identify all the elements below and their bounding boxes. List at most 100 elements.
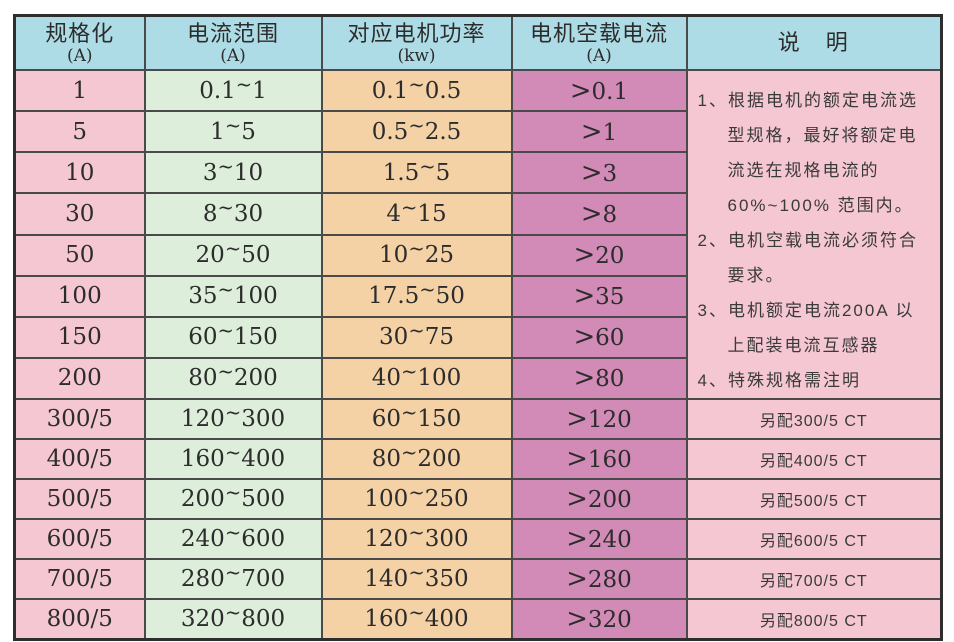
table-row: 600/5 240~600 120~300 >240 另配600/5 CT — [13, 518, 943, 560]
header-row: 规格化 (A) 电流范围 (A) 对应电机功率 (kw) 电机空载电流 (A) … — [13, 14, 943, 71]
header-notes-title: 说 明 — [777, 30, 850, 55]
table-row: 800/5 320~800 160~400 >320 另配800/5 CT — [13, 598, 943, 641]
greater-than-sign: > — [580, 116, 603, 147]
motor-power-cell: 30~75 — [320, 315, 513, 359]
current-range-cell: 35~100 — [143, 274, 323, 318]
no-load-current-cell: >60 — [510, 315, 688, 359]
table-row: 400/5 160~400 80~200 >160 另配400/5 CT — [13, 438, 943, 480]
motor-power-cell: 160~400 — [320, 598, 513, 641]
ct-note-cell: 另配600/5 CT — [685, 518, 943, 560]
table-row: 200 80~200 40~100 >80 — [13, 356, 942, 401]
spec-cell: 5 — [13, 110, 146, 154]
spec-cell: 800/5 — [13, 598, 146, 641]
spec-cell: 700/5 — [13, 558, 146, 600]
spec-cell: 30 — [13, 192, 146, 236]
motor-power-cell: 0.1~0.5 — [320, 68, 513, 113]
tilde: ~ — [224, 237, 242, 261]
spec-cell: 500/5 — [13, 478, 146, 520]
no-load-current-cell: >200 — [510, 478, 688, 520]
tilde: ~ — [217, 154, 234, 178]
spec-cell: 400/5 — [13, 438, 146, 480]
note-item: 2、电机空载电流必须符合要求。 — [697, 231, 918, 285]
note-item: 1、根据电机的额定电流选型规格，最好将额定电流选在规格电流的60%~100% 范… — [697, 91, 918, 215]
table-row: 10 3~10 1.5~5 >3 — [13, 151, 942, 195]
header-motor-power-unit: (kw) — [397, 45, 436, 66]
header-no-load-current-title: 电机空载电流 — [529, 20, 668, 46]
greater-than-sign: > — [566, 484, 588, 514]
header-spec-unit: (A) — [66, 45, 93, 66]
tilde: ~ — [224, 113, 242, 137]
no-load-current-cell: >320 — [510, 598, 688, 641]
ct-note-cell: 另配700/5 CT — [685, 558, 943, 600]
tilde: ~ — [224, 401, 242, 424]
ct-note-cell: 另配400/5 CT — [685, 438, 943, 480]
no-load-current-cell: >80 — [510, 356, 688, 401]
motor-power-cell: 60~150 — [320, 398, 513, 440]
spec-cell: 150 — [13, 315, 146, 359]
tilde: ~ — [224, 601, 242, 624]
current-range-cell: 20~50 — [143, 233, 323, 277]
header-current-range-title: 电流范围 — [186, 20, 279, 46]
notes-cell: 1、根据电机的额定电流选型规格，最好将额定电流选在规格电流的60%~100% 范… — [685, 69, 943, 400]
motor-power-cell: 80~200 — [320, 438, 513, 480]
greater-than-sign: > — [573, 281, 596, 312]
header-spec-title: 规格化 — [45, 20, 115, 46]
ct-note-cell: 另配300/5 CT — [685, 398, 943, 440]
no-load-current-cell: >280 — [510, 558, 688, 600]
spec-cell: 300/5 — [13, 398, 146, 440]
header-motor-power: 对应电机功率 (kw) — [320, 14, 513, 71]
motor-power-cell: 0.5~2.5 — [320, 110, 513, 154]
greater-than-sign: > — [566, 604, 588, 634]
motor-power-cell: 140~350 — [320, 558, 513, 600]
no-load-current-cell: >3 — [510, 151, 688, 195]
tilde: ~ — [401, 401, 418, 424]
current-range-cell: 160~400 — [143, 438, 323, 480]
tilde: ~ — [408, 561, 425, 584]
no-load-current-cell: >20 — [510, 233, 688, 277]
motor-power-cell: 1.5~5 — [320, 151, 513, 195]
spec-cell: 100 — [13, 274, 146, 318]
spec-cell: 10 — [13, 151, 146, 195]
motor-power-cell: 17.5~50 — [320, 274, 513, 318]
table-header: 规格化 (A) 电流范围 (A) 对应电机功率 (kw) 电机空载电流 (A) … — [13, 14, 943, 71]
tilde: ~ — [419, 154, 436, 178]
table-row: 300/5 120~300 60~150 >120 另配300/5 CT — [13, 398, 943, 440]
table-row: 1 0.1~1 0.1~0.5 >0.1 1、根据电机的额定电流选型规格，最好将额定电流… — [13, 68, 943, 400]
motor-power-cell: 10~25 — [320, 233, 513, 277]
spec-table: 规格化 (A) 电流范围 (A) 对应电机功率 (kw) 电机空载电流 (A) … — [13, 14, 943, 641]
current-range-cell: 320~800 — [143, 598, 323, 641]
no-load-current-cell: >35 — [510, 274, 688, 318]
greater-than-sign: > — [573, 363, 596, 394]
tilde: ~ — [235, 72, 253, 96]
table-row: 500/5 200~500 100~250 >200 另配500/5 CT — [13, 478, 943, 520]
greater-than-sign: > — [569, 75, 592, 106]
no-load-current-cell: >0.1 — [510, 68, 688, 113]
table-row: 150 60~150 30~75 >60 — [13, 315, 942, 359]
table-row: 700/5 280~700 140~350 >280 另配700/5 CT — [13, 558, 943, 600]
note-item: 4、特殊规格需注明 — [697, 371, 861, 390]
spec-cell: 200 — [13, 356, 146, 401]
ct-note-cell: 另配800/5 CT — [685, 598, 943, 641]
tilde: ~ — [217, 319, 234, 343]
greater-than-sign: > — [580, 198, 603, 229]
current-range-cell: 80~200 — [143, 356, 323, 401]
tilde: ~ — [224, 561, 242, 584]
current-range-cell: 8~30 — [143, 192, 323, 236]
no-load-current-cell: >240 — [510, 518, 688, 560]
tilde: ~ — [401, 360, 418, 384]
spec-cell: 1 — [13, 68, 146, 113]
tilde: ~ — [408, 319, 425, 343]
header-motor-power-title: 对应电机功率 — [347, 20, 486, 46]
table-row: 30 8~30 4~15 >8 — [13, 192, 942, 236]
greater-than-sign: > — [566, 404, 588, 434]
current-range-cell: 60~150 — [143, 315, 323, 359]
tilde: ~ — [224, 441, 242, 464]
greater-than-sign: > — [573, 322, 596, 353]
greater-than-sign: > — [573, 240, 596, 271]
motor-power-cell: 4~15 — [320, 192, 513, 236]
tilde: ~ — [217, 360, 234, 384]
tilde: ~ — [224, 521, 242, 544]
header-no-load-current: 电机空载电流 (A) — [510, 14, 688, 71]
tilde: ~ — [408, 521, 425, 544]
spec-cell: 50 — [13, 233, 146, 277]
